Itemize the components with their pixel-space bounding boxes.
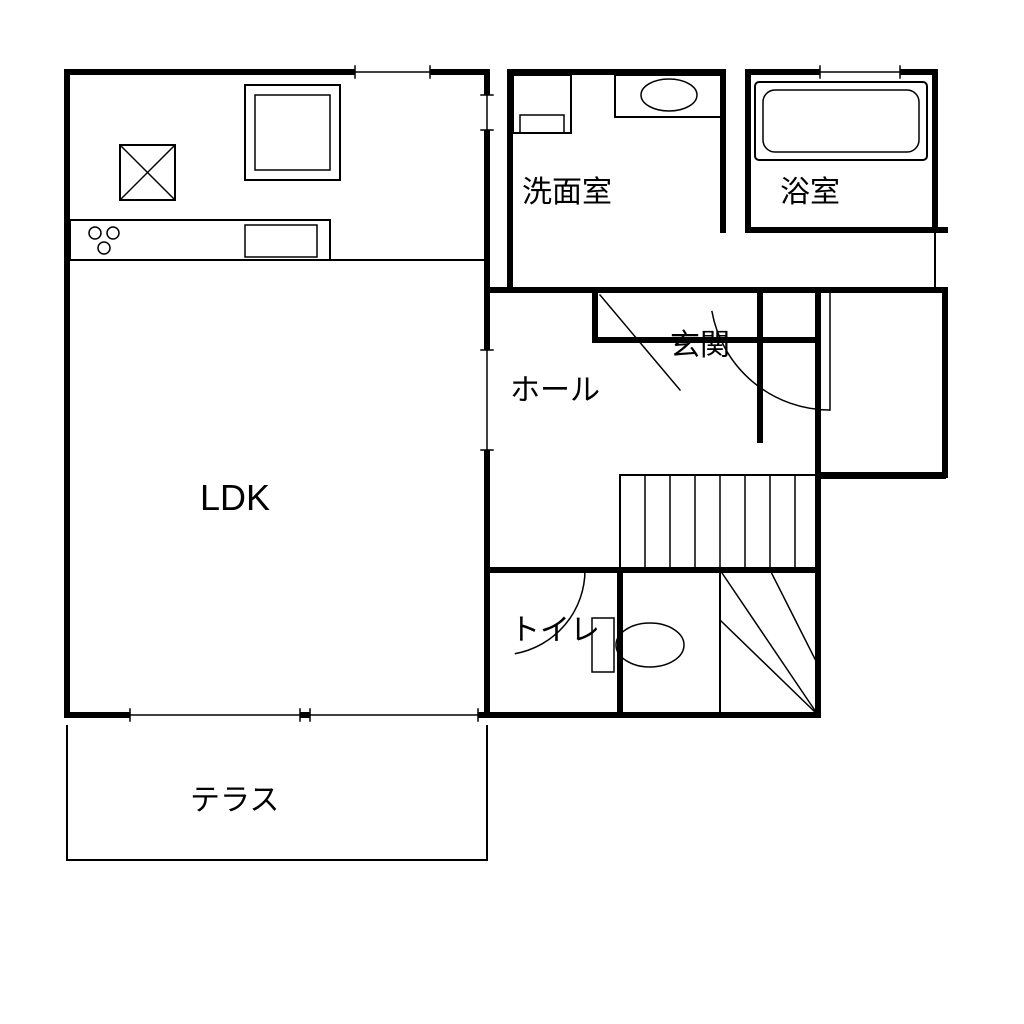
svg-text:LDK: LDK <box>200 477 270 518</box>
svg-text:洗面室: 洗面室 <box>522 176 612 209</box>
svg-text:テラス: テラス <box>190 784 279 817</box>
svg-text:玄関: 玄関 <box>670 329 730 362</box>
svg-text:浴室: 浴室 <box>780 176 840 209</box>
svg-text:ホール: ホール <box>510 374 600 407</box>
svg-text:トイレ: トイレ <box>510 614 600 647</box>
